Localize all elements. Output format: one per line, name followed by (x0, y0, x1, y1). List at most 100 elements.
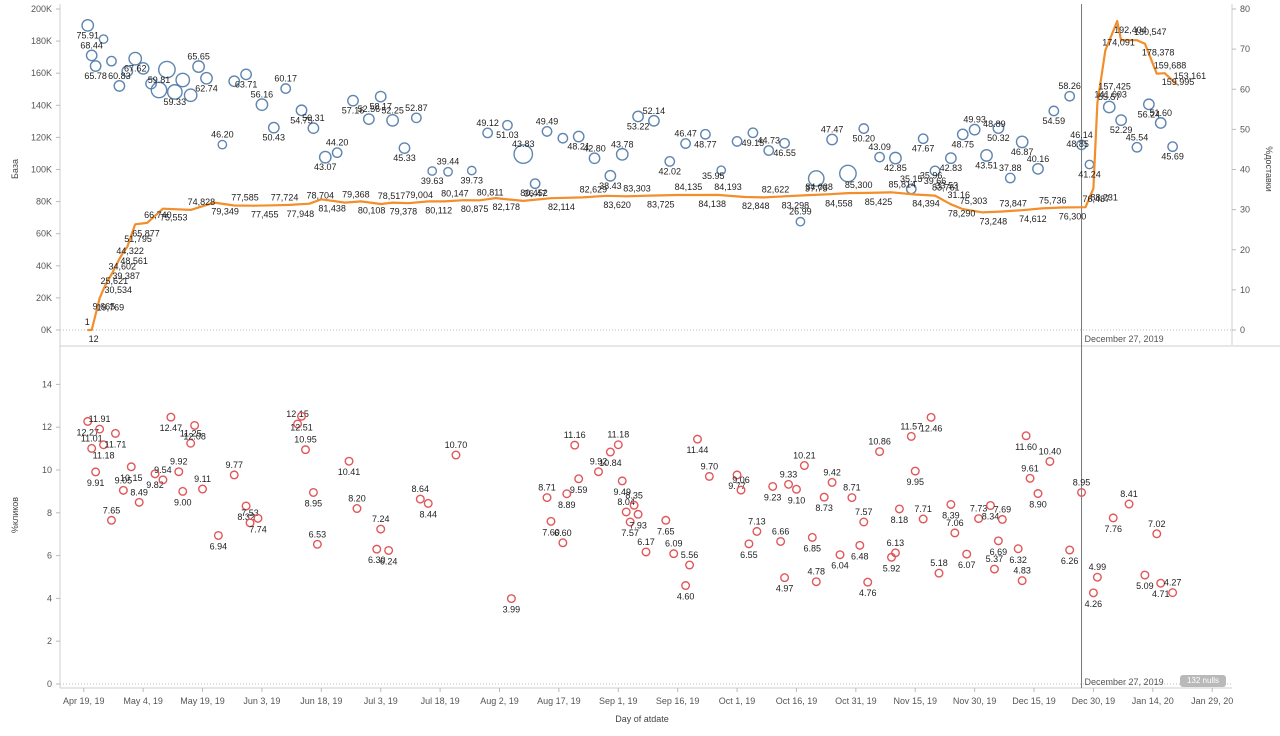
click-rate-point (768, 481, 778, 491)
click-rate-label: 11.44 (687, 445, 709, 455)
delivery-point (699, 128, 711, 140)
delivery-point (747, 127, 759, 139)
delivery-value-label: 39.73 (461, 176, 484, 186)
click-rate-label: 5.56 (681, 550, 699, 560)
base-value-label: 79,378 (390, 207, 418, 217)
delivery-point (1032, 162, 1044, 175)
click-rate-label: 11.18 (93, 451, 115, 461)
base-value-label: 79,004 (405, 190, 433, 200)
click-rate-label: 4.71 (1152, 589, 1170, 599)
delivery-value-label: 35.96 (920, 171, 943, 181)
base-value-label: 84,558 (825, 198, 853, 208)
delivery-point (482, 127, 494, 139)
click-rate-point (451, 450, 461, 460)
base-value-label: 30,534 (105, 285, 133, 295)
delivery-point (443, 166, 453, 177)
click-rate-point (312, 539, 322, 549)
base-value-label: 180,547 (1134, 27, 1167, 37)
base-value-label: 83,725 (647, 200, 675, 210)
delivery-point (980, 149, 993, 162)
click-rate-label: 9.10 (788, 495, 806, 505)
delivery-value-label: 50.20 (853, 134, 876, 144)
click-rate-point (736, 485, 746, 495)
x-tick-label: Aug 17, 19 (537, 696, 581, 706)
nulls-indicator[interactable]: 132 nulls (1180, 675, 1226, 687)
click-rate-point (875, 447, 885, 457)
base-point (783, 195, 786, 198)
base-point (1163, 72, 1166, 75)
base-value-label: 12 (89, 334, 99, 344)
delivery-value-label: 60.83 (108, 71, 131, 81)
base-point (1092, 187, 1095, 190)
click-rate-label: 9.61 (1021, 463, 1039, 473)
delivery-point (1064, 90, 1076, 102)
base-value-label: 159,688 (1154, 61, 1187, 71)
click-rate-label: 6.53 (309, 529, 327, 539)
right-tick-label: 40 (1240, 165, 1250, 175)
right-tick-label: 20 (1240, 245, 1250, 255)
click-rate-label: 6.17 (637, 537, 655, 547)
delivery-point (192, 60, 205, 73)
base-point (1143, 42, 1146, 45)
click-rate-label: 7.93 (629, 520, 647, 530)
bottom-axis-title: %кликов (10, 497, 20, 533)
click-rate-point (95, 424, 105, 434)
click-rate-point (372, 544, 382, 554)
click-rate-label: 7.24 (372, 514, 390, 524)
base-value-label: 51,795 (124, 234, 152, 244)
click-rate-point (780, 573, 790, 583)
click-rate-point (106, 515, 116, 525)
base-value-label: 159,995 (1162, 77, 1195, 87)
click-rate-point (918, 514, 928, 524)
base-point (391, 201, 394, 204)
click-rate-label: 10.86 (868, 437, 891, 447)
click-rate-point (962, 549, 972, 559)
delivery-value-label: 44.20 (326, 138, 349, 148)
click-rate-point (1168, 588, 1178, 598)
reference-label-top: December 27, 2019 (1085, 334, 1164, 344)
base-value-label: 79,368 (342, 190, 370, 200)
delivery-point (968, 123, 981, 136)
click-rate-point (752, 526, 762, 536)
x-axis-title: Day of atdate (615, 714, 669, 724)
delivery-value-label: 31.16 (948, 190, 971, 200)
click-rate-label: 8.95 (305, 498, 323, 508)
left-tick-label: 0K (41, 325, 52, 335)
click-rate-label: 12.46 (920, 423, 943, 433)
click-rate-label: 8.64 (412, 484, 430, 494)
click-rate-label: 7.57 (855, 507, 873, 517)
base-point (1021, 209, 1024, 212)
delivery-value-label: 33.53 (936, 180, 959, 190)
delivery-point (89, 60, 102, 72)
base-point (866, 191, 869, 194)
click-rate-label: 6.09 (665, 539, 683, 549)
delivery-value-label: 37.88 (999, 163, 1022, 173)
left-tick-label: 120K (31, 132, 52, 142)
click-rate-label: 9.49 (613, 487, 631, 497)
click-rate-point (297, 411, 307, 421)
click-rate-label: 6.66 (772, 526, 790, 536)
delivery-value-label: 43.09 (868, 142, 891, 152)
x-tick-label: Jul 18, 19 (421, 696, 460, 706)
click-rate-label: 7.69 (994, 504, 1012, 514)
click-rate-point (661, 515, 671, 525)
base-value-label: 77,585 (231, 192, 259, 202)
base-value-label: 77,455 (251, 210, 279, 220)
x-tick-label: Jan 14, 20 (1132, 696, 1174, 706)
base-point (102, 287, 105, 290)
click-rate-point (890, 548, 900, 558)
click-rate-point (126, 462, 136, 472)
delivery-value-label: 35.15 (900, 174, 923, 184)
base-point (1104, 49, 1107, 52)
base-value-label: 85,300 (845, 180, 873, 190)
delivery-point (648, 114, 660, 127)
base-value-label: 82,848 (742, 201, 770, 211)
delivery-point (1048, 105, 1060, 117)
click-rate-point (376, 524, 386, 534)
delivery-point (807, 170, 825, 187)
click-rate-label: 9.23 (764, 492, 782, 502)
base-point (233, 204, 236, 207)
click-rate-point (1065, 545, 1075, 555)
base-point (90, 329, 93, 331)
delivery-value-label: 44.73 (757, 136, 780, 146)
